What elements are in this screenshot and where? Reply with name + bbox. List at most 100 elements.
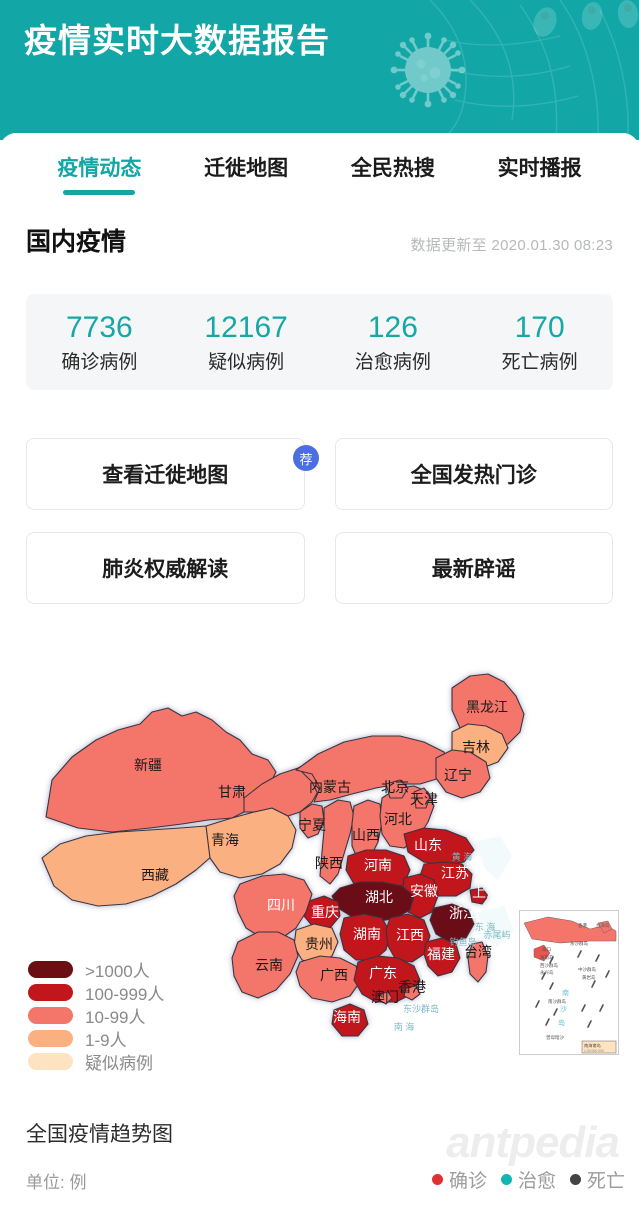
province-label: 宁夏 (298, 817, 326, 833)
legend-item: 1-9人 (28, 1029, 164, 1050)
province-label: 江苏 (441, 865, 469, 881)
province-label: 山东 (414, 837, 442, 853)
svg-text:西沙群岛: 西沙群岛 (540, 962, 558, 969)
province-label: 福建 (427, 946, 455, 962)
legend-label: 治愈 (517, 1171, 556, 1192)
legend-label: 确诊 (448, 1171, 487, 1192)
province-label: 海南 (333, 1009, 361, 1025)
watermark: antpedia (446, 1118, 620, 1167)
tab-quanminresou[interactable]: 全民热搜 (320, 133, 467, 201)
legend-label: >1000人 (85, 962, 150, 981)
province-label: 辽宁 (444, 767, 472, 783)
province-label: 黑龙江 (466, 699, 508, 715)
province-label: 新疆 (134, 757, 162, 773)
tab-yiqingdongtai[interactable]: 疫情动态 (26, 133, 173, 201)
sea-label: 东沙群岛 (403, 1003, 439, 1014)
svg-text:台湾岛: 台湾岛 (596, 922, 610, 929)
stat-value: 7736 (66, 310, 133, 344)
province-label: 西藏 (141, 867, 169, 883)
svg-text:沙: 沙 (560, 1005, 567, 1013)
svg-text:永兴岛: 永兴岛 (540, 969, 554, 976)
province-label: 湖北 (365, 889, 393, 905)
svg-text:香港: 香港 (578, 922, 587, 929)
province-label: 四川 (267, 897, 295, 913)
page-header: 疫情实时大数据报告 (0, 0, 639, 140)
domestic-section-header: 国内疫情 数据更新至 2020.01.30 08:23 (0, 222, 639, 258)
province-label: 山西 (352, 827, 380, 843)
legend-item: >1000人 (28, 960, 164, 981)
legend-label: 死亡 (586, 1171, 625, 1192)
province-label: 香港 (398, 979, 426, 995)
svg-text:岛: 岛 (558, 1018, 565, 1027)
trend-legend-deaths[interactable]: 死亡 (569, 1166, 625, 1193)
svg-text:南沙群岛: 南沙群岛 (548, 998, 566, 1005)
legend-dot-icon (569, 1174, 581, 1185)
province-label: 江西 (396, 927, 424, 943)
svg-text:东沙群岛: 东沙群岛 (570, 940, 588, 947)
pneumonia-authority-interpretation-button[interactable]: 肺炎权威解读 (26, 532, 305, 604)
trend-legend-cured[interactable]: 治愈 (500, 1166, 556, 1193)
tab-qianxiditu[interactable]: 迁徙地图 (173, 133, 320, 201)
province-label: 重庆 (311, 904, 339, 920)
svg-text:曾母暗沙: 曾母暗沙 (546, 1034, 564, 1041)
svg-text:海南岛: 海南岛 (540, 954, 554, 961)
tab-label: 疫情动态 (57, 157, 142, 180)
quick-action-grid: 查看迁徙地图 荐 全国发热门诊 肺炎权威解读 最新辟谣 (26, 438, 613, 604)
province-label: 上海 (472, 884, 500, 900)
legend-swatch (28, 984, 73, 1001)
legend-dot-icon (500, 1174, 512, 1185)
update-timestamp: 2020.01.30 08:23 (491, 237, 613, 254)
trend-chart-unit: 单位: 例 (26, 1173, 87, 1192)
svg-text:海口: 海口 (542, 946, 551, 953)
legend-swatch (28, 961, 73, 978)
province-label: 天津 (410, 791, 438, 807)
latest-rumor-refutation-button[interactable]: 最新辟谣 (334, 532, 613, 604)
legend-label: 100-999人 (85, 985, 165, 1004)
legend-item: 10-99人 (28, 1006, 164, 1027)
china-epidemic-map[interactable]: 新疆 甘肃 青海 西藏 内蒙古 宁夏 陕西 山西 北京 天津 河北 山东 河南 江苏 安徽 上海 浙江 湖北 重庆四… (0, 612, 639, 1092)
recommended-badge: 荐 (293, 445, 319, 471)
inset-label: 南海诸岛 (584, 1042, 601, 1049)
province-label: 内蒙古 (309, 779, 351, 795)
trend-legend-confirmed[interactable]: 确诊 (431, 1166, 487, 1193)
province-label: 河北 (384, 811, 412, 827)
south-china-sea-inset[interactable]: 香港 台湾岛 海口 东沙群岛 海南岛 西沙群岛 永兴岛 中沙群岛 黄岩岛 南沙群岛 … (519, 910, 619, 1055)
province-label: 浙江 (449, 905, 477, 921)
legend-dot-icon (431, 1174, 443, 1185)
province-label: 广东 (369, 965, 397, 981)
province-label: 河南 (364, 857, 392, 873)
province-label: 陕西 (315, 855, 343, 871)
sea-label: 钓鱼岛 (449, 936, 476, 947)
trend-chart-legend: 确诊 治愈 死亡 (431, 1166, 625, 1193)
stat-label: 确诊病例 (61, 351, 138, 373)
province-label: 吉林 (462, 739, 490, 755)
tab-active-underline (63, 190, 136, 195)
stat-deaths: 170 死亡病例 (466, 294, 613, 390)
province-label: 贵州 (305, 936, 333, 952)
view-migration-map-button[interactable]: 查看迁徙地图 荐 (26, 438, 319, 510)
stat-label: 疑似病例 (208, 351, 285, 373)
svg-text:南: 南 (562, 988, 569, 997)
svg-text:黄岩岛: 黄岩岛 (582, 974, 596, 981)
data-update-time: 数据更新至 2020.01.30 08:23 (410, 234, 613, 255)
legend-swatch (28, 1030, 73, 1047)
svg-text:中沙群岛: 中沙群岛 (578, 966, 596, 973)
virus-icon (390, 32, 466, 108)
stat-label: 治愈病例 (354, 351, 431, 373)
province-label: 安徽 (410, 883, 438, 899)
legend-label: 10-99人 (85, 1008, 146, 1027)
province-label: 北京 (381, 779, 409, 795)
action-label: 最新辟谣 (431, 558, 516, 581)
province-label: 云南 (255, 957, 283, 973)
sea-label: 东 海 (475, 921, 496, 932)
province-label: 澳门 (371, 989, 399, 1005)
national-fever-clinic-button[interactable]: 全国发热门诊 (334, 438, 613, 510)
section-title: 国内疫情 (26, 228, 127, 256)
sea-label: 赤尾屿 (483, 930, 510, 940)
stat-value: 12167 (204, 310, 288, 344)
legend-label: 疑似病例 (85, 1054, 153, 1073)
map-legend: >1000人 100-999人 10-99人 1-9人 疑似病例 (28, 960, 165, 1073)
tab-shishibobao[interactable]: 实时播报 (466, 133, 613, 201)
